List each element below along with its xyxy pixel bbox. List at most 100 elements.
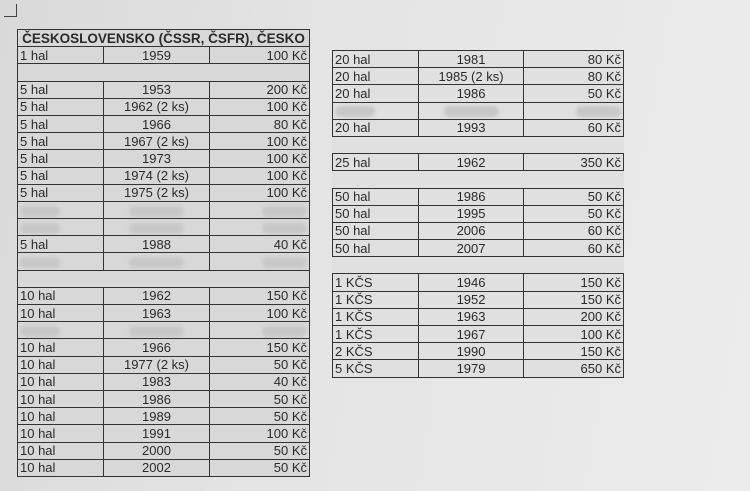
coin-table-left: ČESKOSLOVENSKO (ČSSR, ČSFR), ČESKO 1 hal… — [17, 28, 310, 477]
year-cell: 1974 (2 ks) — [103, 166, 210, 185]
redacted-row — [17, 200, 310, 220]
price-cell: 150 Kč — [523, 290, 624, 309]
redaction-blur — [262, 257, 307, 269]
redaction-blur — [129, 222, 184, 234]
year-cell: 1985 (2 ks) — [417, 67, 525, 86]
spacer-row — [332, 135, 624, 155]
price-cell: 150 Kč — [209, 286, 310, 306]
denomination-cell: 50 hal — [332, 187, 419, 206]
denomination-cell: 10 hal — [17, 286, 104, 306]
denomination-cell: 5 hal — [17, 97, 104, 116]
table-row: 1 KČS 1963 200 Kč — [332, 307, 624, 327]
redaction-blur — [576, 106, 621, 118]
year-cell: 1981 — [417, 49, 525, 69]
table-row: 10 hal 1962 150 Kč — [17, 286, 310, 306]
denomination-cell: 50 hal — [332, 239, 419, 258]
redacted-cell — [523, 101, 624, 120]
denomination-cell: 50 hal — [332, 204, 419, 223]
year-cell: 1986 — [417, 187, 525, 206]
year-cell: 1946 — [417, 273, 525, 292]
redacted-cell — [103, 200, 210, 220]
price-cell: 50 Kč — [209, 389, 310, 409]
price-cell: 100 Kč — [209, 424, 310, 443]
denomination-cell: 5 hal — [17, 166, 104, 185]
redaction-blur — [129, 205, 184, 217]
year-cell: 2007 — [417, 239, 525, 258]
empty-cell — [332, 170, 624, 189]
price-cell: 60 Kč — [523, 239, 624, 258]
denomination-cell: 10 hal — [17, 303, 104, 323]
denomination-cell: 50 hal — [332, 221, 419, 241]
empty-cell — [332, 256, 624, 275]
redacted-cell — [417, 101, 525, 120]
price-cell: 50 Kč — [209, 407, 310, 426]
denomination-cell: 20 hal — [332, 84, 419, 103]
year-cell: 1966 — [103, 338, 210, 357]
denomination-cell: 1 KČS — [332, 324, 419, 344]
table-row: 10 hal 1963 100 Kč — [17, 303, 310, 323]
table-row: 20 hal 1981 80 Kč — [332, 49, 624, 69]
empty-cell — [17, 63, 310, 82]
denomination-cell: 25 hal — [332, 153, 419, 172]
denomination-cell: 10 hal — [17, 338, 104, 357]
year-cell: 1990 — [417, 342, 525, 361]
redacted-cell — [17, 200, 104, 220]
table-row: 2 KČS 1990 150 Kč — [332, 342, 624, 361]
price-cell: 100 Kč — [209, 46, 310, 65]
table-row: 10 hal 1989 50 Kč — [17, 407, 310, 426]
table-row: 10 hal 1977 (2 ks) 50 Kč — [17, 355, 310, 374]
year-cell: 1995 — [417, 204, 525, 223]
price-cell: 50 Kč — [523, 204, 624, 223]
price-cell: 100 Kč — [209, 183, 310, 202]
price-cell: 100 Kč — [209, 149, 310, 168]
price-cell: 150 Kč — [523, 273, 624, 292]
redaction-blur — [129, 257, 184, 269]
redacted-cell — [209, 218, 310, 237]
table-row: 5 hal 1967 (2 ks) 100 Kč — [17, 132, 310, 151]
table-row: 5 hal 1975 (2 ks) 100 Kč — [17, 183, 310, 202]
price-cell: 80 Kč — [209, 114, 310, 134]
denomination-cell: 20 hal — [332, 67, 419, 86]
year-cell: 1962 — [417, 153, 525, 172]
denomination-cell: 5 hal — [17, 149, 104, 168]
table-row: 5 hal 1973 100 Kč — [17, 149, 310, 168]
table-row: 10 hal 1986 50 Kč — [17, 389, 310, 409]
year-cell: 1962 (2 ks) — [103, 97, 210, 116]
table-row: 50 hal 1986 50 Kč — [332, 187, 624, 206]
table-row: 50 hal 2006 60 Kč — [332, 221, 624, 241]
table-row: 5 hal 1966 80 Kč — [17, 114, 310, 134]
year-cell: 1973 — [103, 149, 210, 168]
price-cell: 60 Kč — [523, 118, 624, 137]
empty-cell — [17, 269, 310, 288]
redacted-cell — [209, 252, 310, 271]
price-cell: 200 Kč — [209, 80, 310, 99]
table-row: 5 hal 1988 40 Kč — [17, 235, 310, 254]
redaction-blur — [20, 222, 60, 234]
price-cell: 150 Kč — [523, 342, 624, 361]
denomination-cell: 2 KČS — [332, 342, 419, 361]
price-cell: 80 Kč — [523, 67, 624, 86]
spacer-row — [332, 256, 624, 275]
price-cell: 40 Kč — [209, 372, 310, 391]
table-title-row: ČESKOSLOVENSKO (ČSSR, ČSFR), ČESKO — [17, 28, 310, 48]
price-cell: 50 Kč — [209, 458, 310, 477]
year-cell: 2006 — [417, 221, 525, 241]
price-cell: 50 Kč — [209, 441, 310, 460]
year-cell: 1963 — [103, 303, 210, 323]
denomination-cell: 10 hal — [17, 458, 104, 477]
denomination-cell: 5 hal — [17, 114, 104, 134]
year-cell: 2000 — [103, 441, 210, 460]
table-row: 25 hal 1962 350 Kč — [332, 153, 624, 172]
redaction-blur — [20, 325, 60, 337]
redacted-cell — [103, 321, 210, 340]
redaction-blur — [262, 205, 307, 217]
redacted-cell — [332, 101, 419, 120]
redacted-row — [332, 101, 624, 120]
price-cell: 50 Kč — [523, 84, 624, 103]
year-cell: 1959 — [103, 46, 210, 65]
table-row: 1 hal 1959 100 Kč — [17, 46, 310, 65]
redacted-cell — [17, 321, 104, 340]
denomination-cell: 20 hal — [332, 49, 419, 69]
year-cell: 1986 — [417, 84, 525, 103]
year-cell: 1977 (2 ks) — [103, 355, 210, 374]
